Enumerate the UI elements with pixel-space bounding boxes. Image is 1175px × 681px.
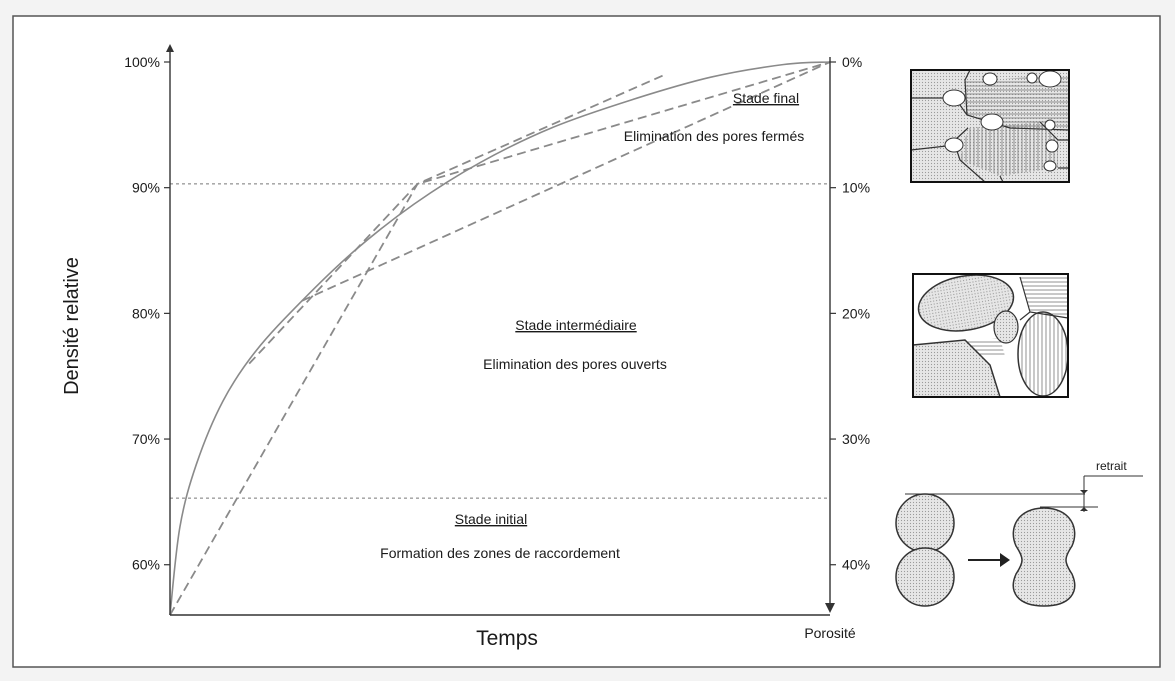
closed-pore — [1026, 72, 1038, 84]
shrink-label: retrait — [1096, 459, 1127, 473]
intermediate-stage-frame — [912, 273, 1069, 398]
left-axis: 60% 70% 80% 90% 100% — [124, 44, 174, 615]
grain — [917, 274, 1015, 332]
y-axis-label: Densité relative — [61, 257, 83, 395]
grain — [1017, 311, 1069, 397]
right-ticks: 0% 10% 20% 30% 40% — [830, 54, 870, 573]
final-stage-frame — [910, 69, 1070, 183]
grain-boundaries — [1019, 276, 1069, 321]
final-stage-microstructure — [910, 69, 1070, 183]
right-tick-label: 0% — [842, 54, 862, 70]
left-tick-label: 100% — [124, 54, 160, 70]
closed-pore — [1038, 70, 1062, 88]
left-tick-label: 80% — [132, 305, 160, 321]
grain-boundaries — [910, 69, 1070, 183]
grain — [993, 310, 1019, 344]
stage-tangent-line — [248, 61, 831, 365]
shrink-arrow-icon — [1080, 507, 1088, 511]
shrink-arrow-icon — [1080, 490, 1088, 494]
left-tick-label: 60% — [132, 557, 160, 573]
density-curves — [169, 61, 831, 616]
particle — [895, 547, 955, 607]
right-tick-label: 20% — [842, 305, 870, 321]
right-tick-label: 30% — [842, 431, 870, 447]
closed-pore — [1043, 160, 1057, 172]
sintered-particles — [1012, 507, 1076, 607]
closed-pore — [944, 137, 964, 153]
right-axis: 0% 10% 20% 30% 40% — [825, 54, 870, 613]
up-arrow-icon — [166, 44, 174, 52]
particle — [895, 493, 955, 553]
closed-pore — [1044, 119, 1056, 131]
x-axis-label: Temps — [476, 627, 538, 650]
closed-pore — [942, 89, 966, 107]
closed-pore — [980, 113, 1004, 131]
intermediate-stage-microstructure — [912, 273, 1069, 398]
densification-chart: 60% 70% 80% 90% 100% 0% 10% 20% 30% 40% Densité … — [61, 44, 870, 650]
arrow-head — [1000, 553, 1010, 567]
stage-tangent-line — [301, 61, 831, 302]
stage-final-text: Elimination des pores fermés — [624, 128, 805, 144]
down-arrow-icon — [825, 603, 835, 613]
initial-stage-particles: retrait — [895, 459, 1143, 607]
stage-initial-text: Formation des zones de raccordement — [380, 545, 620, 561]
stage-initial-title: Stade initial — [455, 511, 527, 527]
left-tick-label: 70% — [132, 431, 160, 447]
density-curve — [169, 61, 831, 616]
closed-pore — [1045, 139, 1059, 153]
closed-pore — [982, 72, 998, 86]
left-tick-label: 90% — [132, 180, 160, 196]
grain-hatched-vertical — [960, 122, 1058, 176]
grain-hatched-horizontal — [1020, 277, 1068, 318]
left-ticks: 60% 70% 80% 90% 100% — [124, 54, 170, 573]
stage-intermediate-title: Stade intermédiaire — [515, 317, 637, 333]
right-tick-label: 10% — [842, 180, 870, 196]
stage-final-title: Stade final — [733, 90, 799, 106]
stage-intermediate-text: Elimination des pores ouverts — [483, 356, 667, 372]
porosity-axis-label: Porosité — [804, 625, 856, 641]
right-tick-label: 40% — [842, 557, 870, 573]
stage-boundary-lines — [170, 183, 830, 499]
